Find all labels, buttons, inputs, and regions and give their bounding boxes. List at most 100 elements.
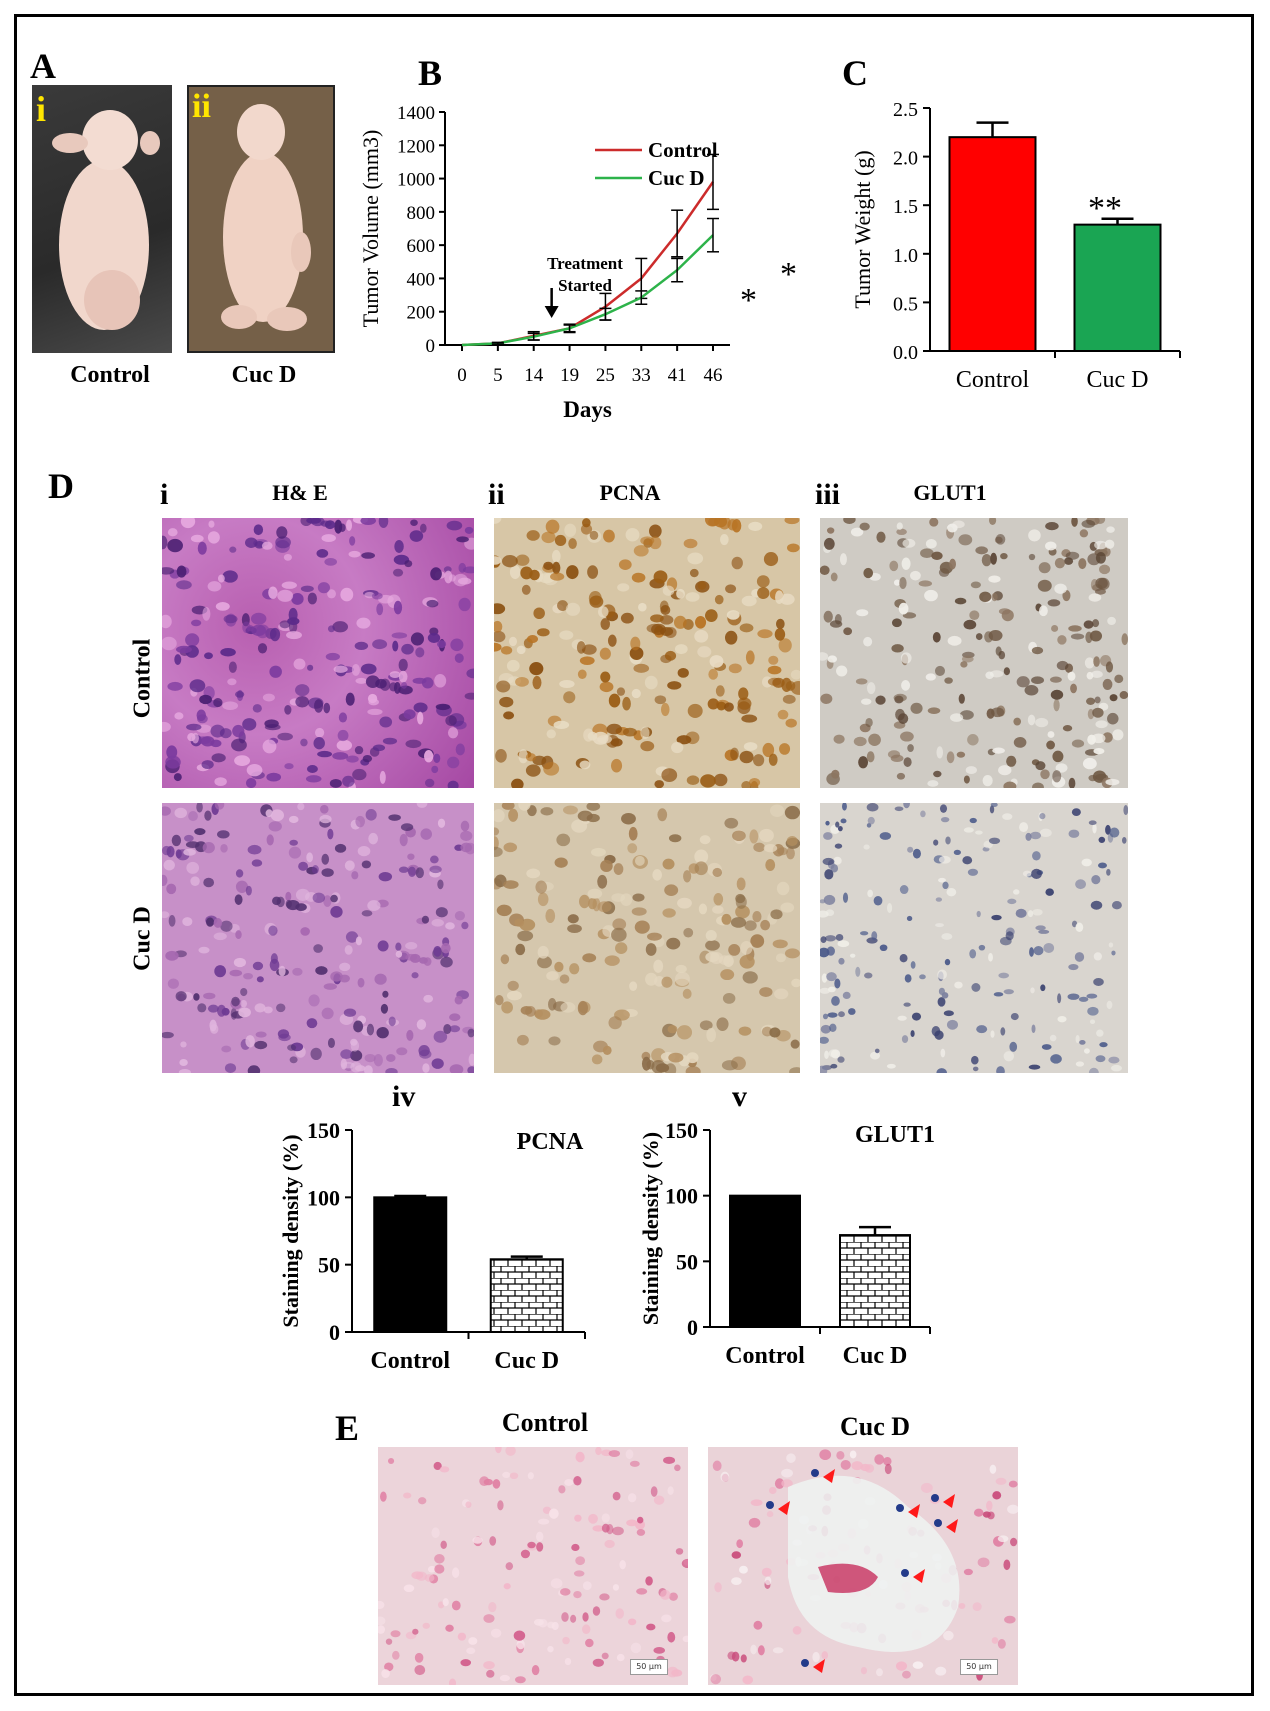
tissue-cell — [224, 1063, 237, 1073]
tissue-cell — [501, 803, 515, 810]
tissue-cell — [973, 1508, 984, 1517]
tissue-cell — [1114, 674, 1124, 684]
tissue-cell — [676, 735, 692, 745]
tissue-cell — [958, 534, 973, 546]
tissue-cell — [976, 910, 981, 918]
tissue-cell — [606, 723, 622, 735]
tissue-cell — [998, 765, 1012, 776]
tissue-cell — [395, 942, 402, 951]
tissue-cell — [850, 527, 864, 537]
tissue-cell — [627, 1493, 637, 1503]
tissue-cell — [175, 849, 182, 859]
tissue-cell — [867, 889, 873, 898]
tissue-cell — [431, 765, 439, 774]
tissue-cell — [354, 746, 364, 755]
tissue-cell — [263, 1006, 273, 1014]
tissue-cell — [242, 621, 251, 634]
tissue-cell — [315, 966, 328, 975]
tissue-cell — [653, 959, 664, 973]
tissue-cell — [871, 931, 878, 941]
tissue-cell — [637, 1516, 644, 1524]
tissue-cell — [176, 645, 192, 654]
tissue-cell — [272, 896, 282, 906]
tissue-cell — [590, 847, 606, 857]
tissue-cell — [197, 541, 207, 555]
tissue-cell — [887, 750, 901, 759]
tissue-cell — [186, 723, 202, 731]
tissue-cell — [835, 933, 844, 941]
tissue-cell — [834, 843, 843, 849]
tissue-cell — [569, 963, 580, 975]
row-label-cucd: Cuc D — [129, 906, 156, 971]
tissue-cell — [739, 750, 754, 764]
tissue-cell — [527, 1472, 534, 1480]
tissue-cell — [430, 855, 439, 864]
tissue-cell — [380, 1003, 389, 1014]
tissue-cell — [202, 606, 211, 621]
tissue-cell — [455, 743, 465, 756]
tissue-cell — [910, 961, 916, 969]
tissue-cell — [551, 549, 561, 563]
tissue-cell — [449, 1013, 461, 1021]
x-tick-label-b: 41 — [668, 365, 687, 386]
tissue-cell — [207, 531, 220, 544]
tissue-cell — [354, 641, 369, 651]
tissue-cell — [1045, 541, 1057, 551]
tissue-cell — [184, 834, 194, 842]
tissue-cell — [1051, 625, 1059, 632]
tissue-cell — [548, 1036, 561, 1046]
tissue-cell — [1050, 689, 1064, 700]
tissue-cell — [925, 673, 936, 681]
tissue-cell — [222, 701, 239, 711]
tissue-cell — [183, 848, 196, 856]
red-arrow-icon-3 — [943, 1494, 955, 1508]
tissue-cell — [784, 518, 800, 525]
tissue-cell — [1104, 539, 1115, 549]
tissue-cell — [327, 1037, 335, 1049]
tissue-cell — [825, 820, 830, 826]
tissue-cell — [575, 1556, 586, 1566]
tissue-cell — [526, 868, 541, 879]
tissue-cell — [842, 991, 851, 1000]
tissue-cell — [870, 1051, 881, 1060]
title-v: GLUT1 — [854, 1122, 935, 1148]
tissue-cell — [388, 1016, 396, 1027]
tissue-cell — [1092, 823, 1097, 834]
tissue-cell — [622, 696, 631, 711]
tissue-cell — [727, 1651, 736, 1660]
tissue-cell — [162, 874, 168, 887]
tissue-cell — [457, 1632, 467, 1641]
tissue-cell — [562, 805, 578, 815]
tissue-cell — [1010, 1012, 1019, 1021]
tissue-cell — [730, 917, 747, 928]
y-tick-label-b: 600 — [407, 236, 436, 257]
panel-label-e: E — [335, 1408, 360, 1448]
y-tick-label: 0 — [329, 1320, 340, 1345]
tissue-cell — [740, 1654, 747, 1663]
tissue-cell — [435, 907, 448, 918]
tissue-cell — [849, 953, 856, 958]
tissue-cell — [535, 880, 547, 894]
tissue-cell — [405, 941, 418, 950]
tissue-cell — [405, 739, 422, 749]
tissue-cell — [653, 1647, 665, 1654]
tissue-cell — [961, 655, 974, 663]
tissue-cell — [465, 1501, 472, 1508]
tissue-cell — [837, 825, 843, 832]
tissue-cell — [577, 669, 587, 679]
tissue-cell — [458, 597, 471, 612]
tissue-cell — [255, 1031, 267, 1038]
tissue-cell — [460, 842, 473, 853]
tissue-cell — [630, 636, 641, 651]
tissue-cell — [501, 1001, 513, 1014]
tissue-cell — [588, 1513, 598, 1524]
tissue-cell — [1121, 633, 1128, 646]
tissue-cell — [346, 755, 359, 763]
chart-c: 0.0 0.5 1.0 1.5 2.0 2.5 Control Cuc D Tumor Weig… — [850, 99, 1181, 393]
tissue-cell — [990, 1030, 995, 1038]
tissue-cell — [508, 808, 519, 822]
tissue-cell — [954, 981, 963, 989]
tissue-cell — [378, 1616, 386, 1626]
tissue-cell — [437, 879, 444, 890]
tissue-cell — [739, 1565, 748, 1574]
